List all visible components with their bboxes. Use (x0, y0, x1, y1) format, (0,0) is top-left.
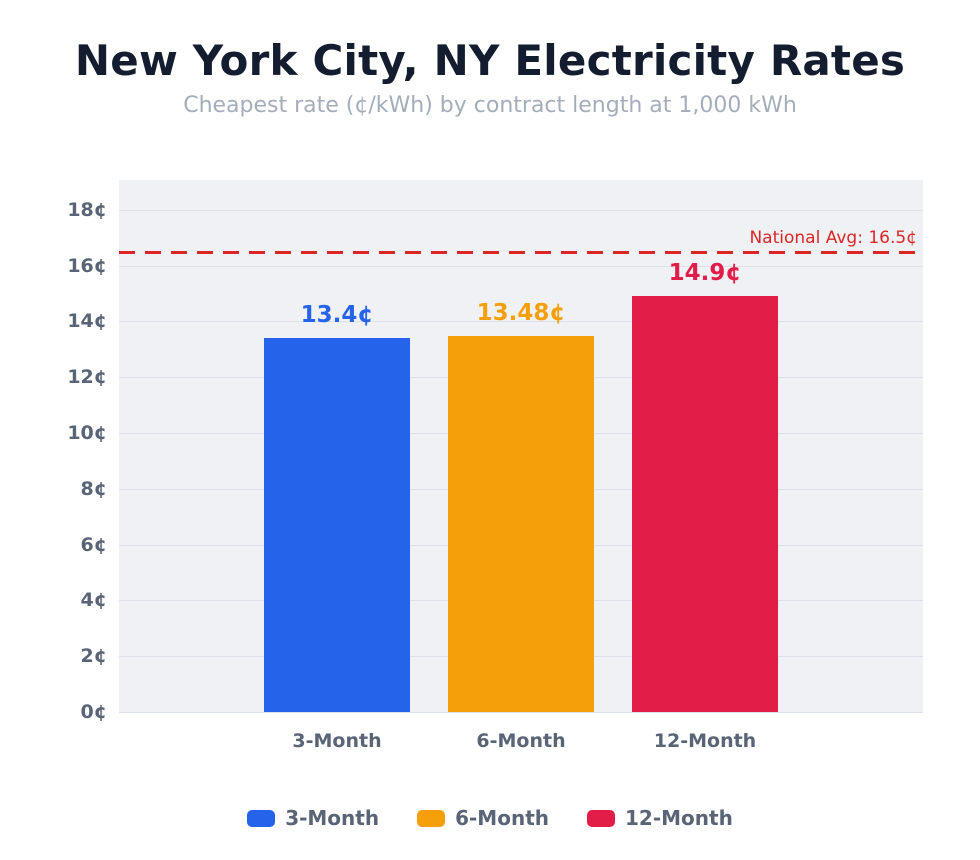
gridline (119, 209, 923, 211)
legend-label: 6-Month (455, 806, 549, 830)
gridline (119, 321, 923, 323)
chart-subtitle: Cheapest rate (¢/kWh) by contract length… (183, 93, 797, 118)
legend-swatch (417, 809, 446, 827)
y-tick-label: 16¢ (67, 254, 107, 277)
legend-item-3-month: 3-Month (247, 806, 379, 830)
national-avg-line (119, 250, 923, 254)
legend-label: 3-Month (285, 806, 380, 830)
legend-item-6-month: 6-Month (417, 806, 549, 830)
y-tick-label: 4¢ (80, 589, 107, 612)
y-tick-label: 14¢ (67, 310, 107, 333)
chart-title: New York City, NY Electricity Rates (74, 36, 906, 85)
legend-swatch (587, 809, 615, 827)
bar-value-label: 13.48¢ (476, 299, 566, 326)
bar-6-month (448, 335, 594, 712)
bar-3-month (264, 338, 410, 712)
y-tick-label: 12¢ (67, 366, 107, 389)
bar-value-label: 13.4¢ (300, 302, 374, 329)
y-tick-label: 2¢ (80, 645, 107, 668)
y-tick-label: 8¢ (80, 477, 107, 500)
y-tick-label: 0¢ (80, 701, 107, 723)
bar-value-label: 14.9¢ (668, 260, 742, 287)
gridline (119, 265, 923, 267)
y-tick-label: 6¢ (80, 533, 107, 556)
y-tick-label: 18¢ (67, 198, 107, 221)
legend-label: 12-Month (625, 806, 733, 830)
legend-swatch (247, 809, 276, 827)
chart-legend: 3-Month 6-Month 12-Month (0, 799, 980, 837)
bar-12-month (632, 296, 778, 712)
x-axis-label: 3-Month (292, 730, 382, 752)
x-axis-label: 12-Month (653, 730, 757, 752)
legend-item-12-month: 12-Month (587, 806, 733, 830)
national-avg-label: National Avg: 16.5¢ (749, 227, 917, 248)
x-axis-label: 6-Month (476, 730, 566, 752)
y-tick-label: 10¢ (67, 422, 107, 445)
gridline (119, 712, 923, 713)
